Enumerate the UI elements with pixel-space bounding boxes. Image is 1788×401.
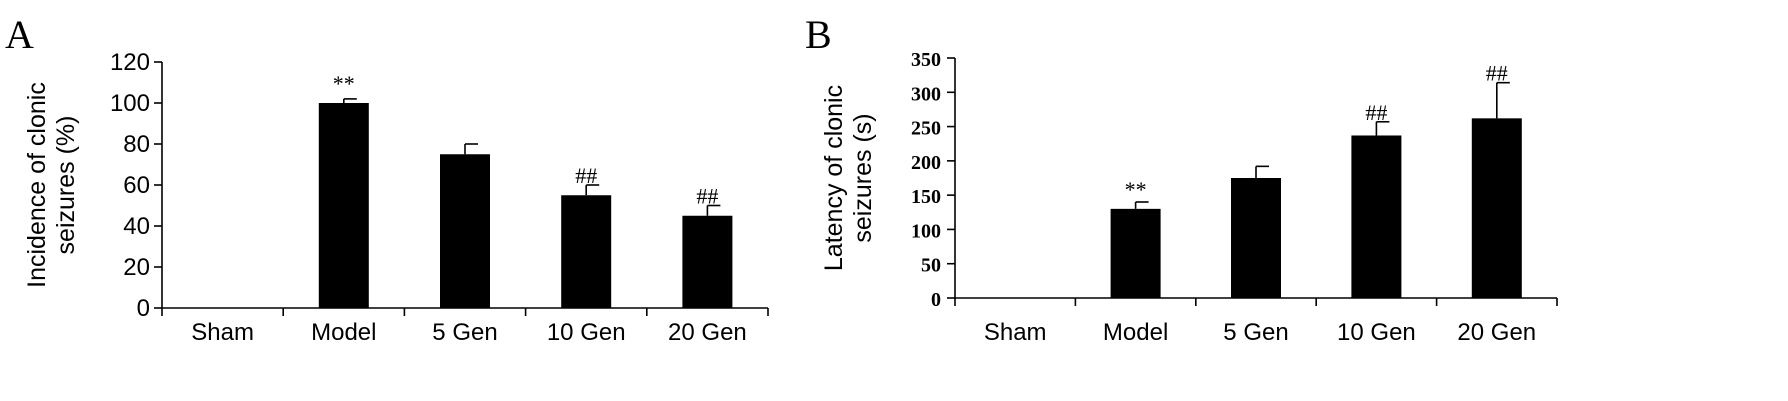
y-tick-label: 120 — [110, 49, 150, 76]
y-tick-label: 150 — [911, 186, 941, 208]
panel-letter-a: A — [5, 12, 34, 57]
y-tick-label: 80 — [123, 131, 150, 158]
significance-label: ** — [333, 71, 355, 96]
y-tick-label: 200 — [911, 152, 941, 174]
bar-20-gen — [682, 215, 733, 308]
panel-letter-b: B — [805, 12, 832, 57]
x-tick-label: Model — [311, 319, 376, 346]
y-tick-label: 0 — [931, 289, 941, 311]
significance-label: ** — [1125, 177, 1147, 202]
bar-10-gen — [561, 195, 612, 308]
y-axis-label: Latency of clonicseizures (s) — [820, 85, 877, 271]
bar-model — [1110, 208, 1161, 298]
y-tick-label: 0 — [137, 295, 150, 322]
y-tick-label: 50 — [921, 255, 941, 277]
x-tick-label: 10 Gen — [1337, 319, 1416, 346]
bar-5-gen — [1231, 178, 1281, 298]
significance-label: ## — [696, 184, 718, 209]
y-tick-label: 100 — [110, 90, 150, 117]
panel-a-chart: A Incidence of clonicseizures (%) 0 20 40 60 8… — [5, 12, 769, 346]
y-tick-label: 250 — [911, 118, 941, 140]
y-tick-label: 350 — [911, 49, 941, 71]
significance-label: ## — [575, 163, 597, 188]
x-tick-label: 20 Gen — [1457, 319, 1536, 346]
y-axis-label-line: Incidence of clonic — [23, 82, 51, 288]
significance-label: ## — [1365, 100, 1387, 125]
y-tick-label: 20 — [123, 254, 150, 281]
x-tick-label: Sham — [191, 319, 254, 346]
y-tick-label: 60 — [123, 172, 150, 199]
panel-b-chart: B Latency of clonicseizures (s) 0 50 100 150 2… — [805, 12, 1558, 346]
x-tick-label: 5 Gen — [432, 319, 497, 346]
y-tick-label: 300 — [911, 83, 941, 105]
x-tick-label: 20 Gen — [668, 319, 747, 346]
y-axis-label-line: Latency of clonic — [820, 85, 848, 271]
x-tick-label: 10 Gen — [547, 319, 626, 346]
bar-20-gen — [1471, 118, 1522, 298]
x-tick-label: 5 Gen — [1223, 319, 1288, 346]
y-axis-label-line: seizures (%) — [52, 116, 80, 255]
bar-5-gen — [440, 154, 490, 308]
significance-label: ## — [1486, 61, 1508, 86]
y-tick-label: 40 — [123, 213, 150, 240]
bar-10-gen — [1351, 135, 1402, 298]
y-axis-label: Incidence of clonicseizures (%) — [23, 82, 80, 288]
y-tick-label: 100 — [911, 220, 941, 242]
bar-model — [318, 103, 369, 308]
y-axis-label-line: seizures (s) — [849, 113, 877, 242]
x-tick-label: Model — [1103, 319, 1168, 346]
x-tick-label: Sham — [984, 319, 1047, 346]
